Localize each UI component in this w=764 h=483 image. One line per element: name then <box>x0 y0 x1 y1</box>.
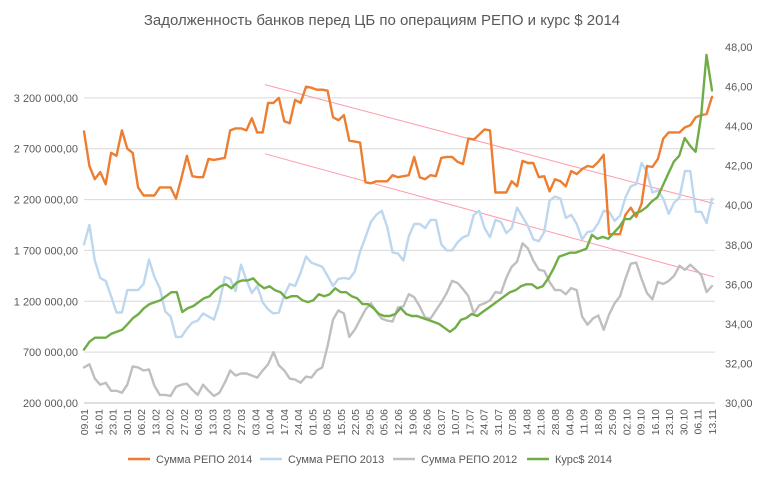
y-axis-right: 30,00 32,00 34,00 36,00 38,00 40,00 42,00 44,00… <box>725 42 753 410</box>
x-tick-label: 27.03 <box>236 409 248 435</box>
x-tick-label: 08.05 <box>322 409 334 435</box>
series-line-4 <box>82 53 714 351</box>
x-tick-label: 29.05 <box>364 409 376 435</box>
y-left-tick-label: 2 200 000,00 <box>14 195 78 207</box>
y-left-tick-label: 200 000,00 <box>23 398 78 410</box>
legend: Сумма РЕПО 2014 Сумма РЕПО 2013 Сумма РЕПО… <box>128 454 612 466</box>
x-tick-label: 05.06 <box>379 409 391 435</box>
y-left-tick-label: 1 200 000,00 <box>14 296 78 308</box>
x-tick-label: 27.02 <box>179 409 191 435</box>
y-right-tick-label: 32,00 <box>725 358 753 370</box>
x-tick-label: 09.01 <box>79 409 91 435</box>
x-tick-label: 07.08 <box>507 409 519 435</box>
y-left-tick-label: 1 700 000,00 <box>14 245 78 257</box>
x-tick-label: 04.09 <box>564 409 576 435</box>
x-tick-label: 15.05 <box>336 409 348 435</box>
x-tick-label: 28.08 <box>550 409 562 435</box>
x-tick-label: 06.02 <box>136 409 148 435</box>
x-tick-label: 11.09 <box>579 409 591 435</box>
x-tick-label: 31.07 <box>493 409 505 435</box>
x-tick-label: 30.01 <box>122 409 134 435</box>
x-tick-label: 22.05 <box>350 409 362 435</box>
y-left-tick-label: 2 700 000,00 <box>14 144 78 156</box>
x-tick-label: 13.03 <box>207 409 219 435</box>
legend-label: Сумма РЕПО 2013 <box>288 454 384 466</box>
x-tick-label: 03.07 <box>436 409 448 435</box>
x-tick-label: 01.05 <box>307 409 319 435</box>
x-tick-label: 26.06 <box>422 409 434 435</box>
series-lines <box>82 53 714 398</box>
trend-lines <box>264 84 715 278</box>
x-tick-label: 06.11 <box>693 409 705 435</box>
trend-line-1 <box>264 84 715 205</box>
y-right-tick-label: 34,00 <box>725 319 753 331</box>
y-left-tick-label: 700 000,00 <box>23 347 78 359</box>
x-tick-label: 12.06 <box>393 409 405 435</box>
x-tick-label: 21.08 <box>536 409 548 435</box>
y-right-tick-label: 42,00 <box>725 161 753 173</box>
y-right-tick-label: 36,00 <box>725 279 753 291</box>
x-tick-label: 10.07 <box>450 409 462 435</box>
y-right-tick-label: 46,00 <box>725 82 753 94</box>
x-tick-label: 06.03 <box>193 409 205 435</box>
x-tick-label: 25.09 <box>607 409 619 435</box>
y-right-tick-label: 44,00 <box>725 121 753 133</box>
x-tick-label: 02.10 <box>621 409 633 435</box>
series-line-1 <box>82 85 714 236</box>
y-right-tick-label: 30,00 <box>725 398 753 410</box>
x-tick-label: 16.10 <box>650 409 662 435</box>
chart-title: Задолженность банков перед ЦБ по операци… <box>144 12 620 29</box>
x-tick-label: 18.09 <box>593 409 605 435</box>
x-tick-label: 10.04 <box>265 409 277 435</box>
x-tick-label: 09.10 <box>636 409 648 435</box>
x-tick-label: 16.01 <box>93 409 105 435</box>
x-tick-label: 03.04 <box>250 409 262 435</box>
y-right-tick-label: 48,00 <box>725 42 753 54</box>
x-tick-label: 24.07 <box>479 409 491 435</box>
series-line-3 <box>82 242 714 398</box>
x-tick-label: 23.01 <box>108 409 120 435</box>
legend-label: Сумма РЕПО 2014 <box>156 454 252 466</box>
x-tick-label: 13.11 <box>707 409 719 435</box>
x-tick-label: 13.02 <box>150 409 162 435</box>
y-left-tick-label: 3 200 000,00 <box>14 93 78 105</box>
x-tick-label: 20.03 <box>222 409 234 435</box>
x-tick-label: 19.06 <box>407 409 419 435</box>
x-tick-label: 17.04 <box>279 409 291 435</box>
x-tick-label: 24.04 <box>293 409 305 435</box>
x-tick-label: 23.10 <box>664 409 676 435</box>
x-tick-label: 14.08 <box>521 409 533 435</box>
y-right-tick-label: 38,00 <box>725 240 753 252</box>
x-tick-label: 30.10 <box>678 409 690 435</box>
y-right-tick-label: 40,00 <box>725 200 753 212</box>
legend-label: Сумма РЕПО 2012 <box>421 454 517 466</box>
gridlines <box>84 97 715 404</box>
x-axis: 09.01 16.01 23.01 30.01 06.02 13.02 20.02 27.02… <box>79 409 719 435</box>
x-tick-label: 20.02 <box>165 409 177 435</box>
x-tick-label: 17.07 <box>464 409 476 435</box>
legend-label: Курс$ 2014 <box>555 454 612 466</box>
trend-line-2 <box>264 153 715 278</box>
y-axis-left: 200 000,00 700 000,00 1 200 000,00 1 700 00… <box>14 93 78 410</box>
